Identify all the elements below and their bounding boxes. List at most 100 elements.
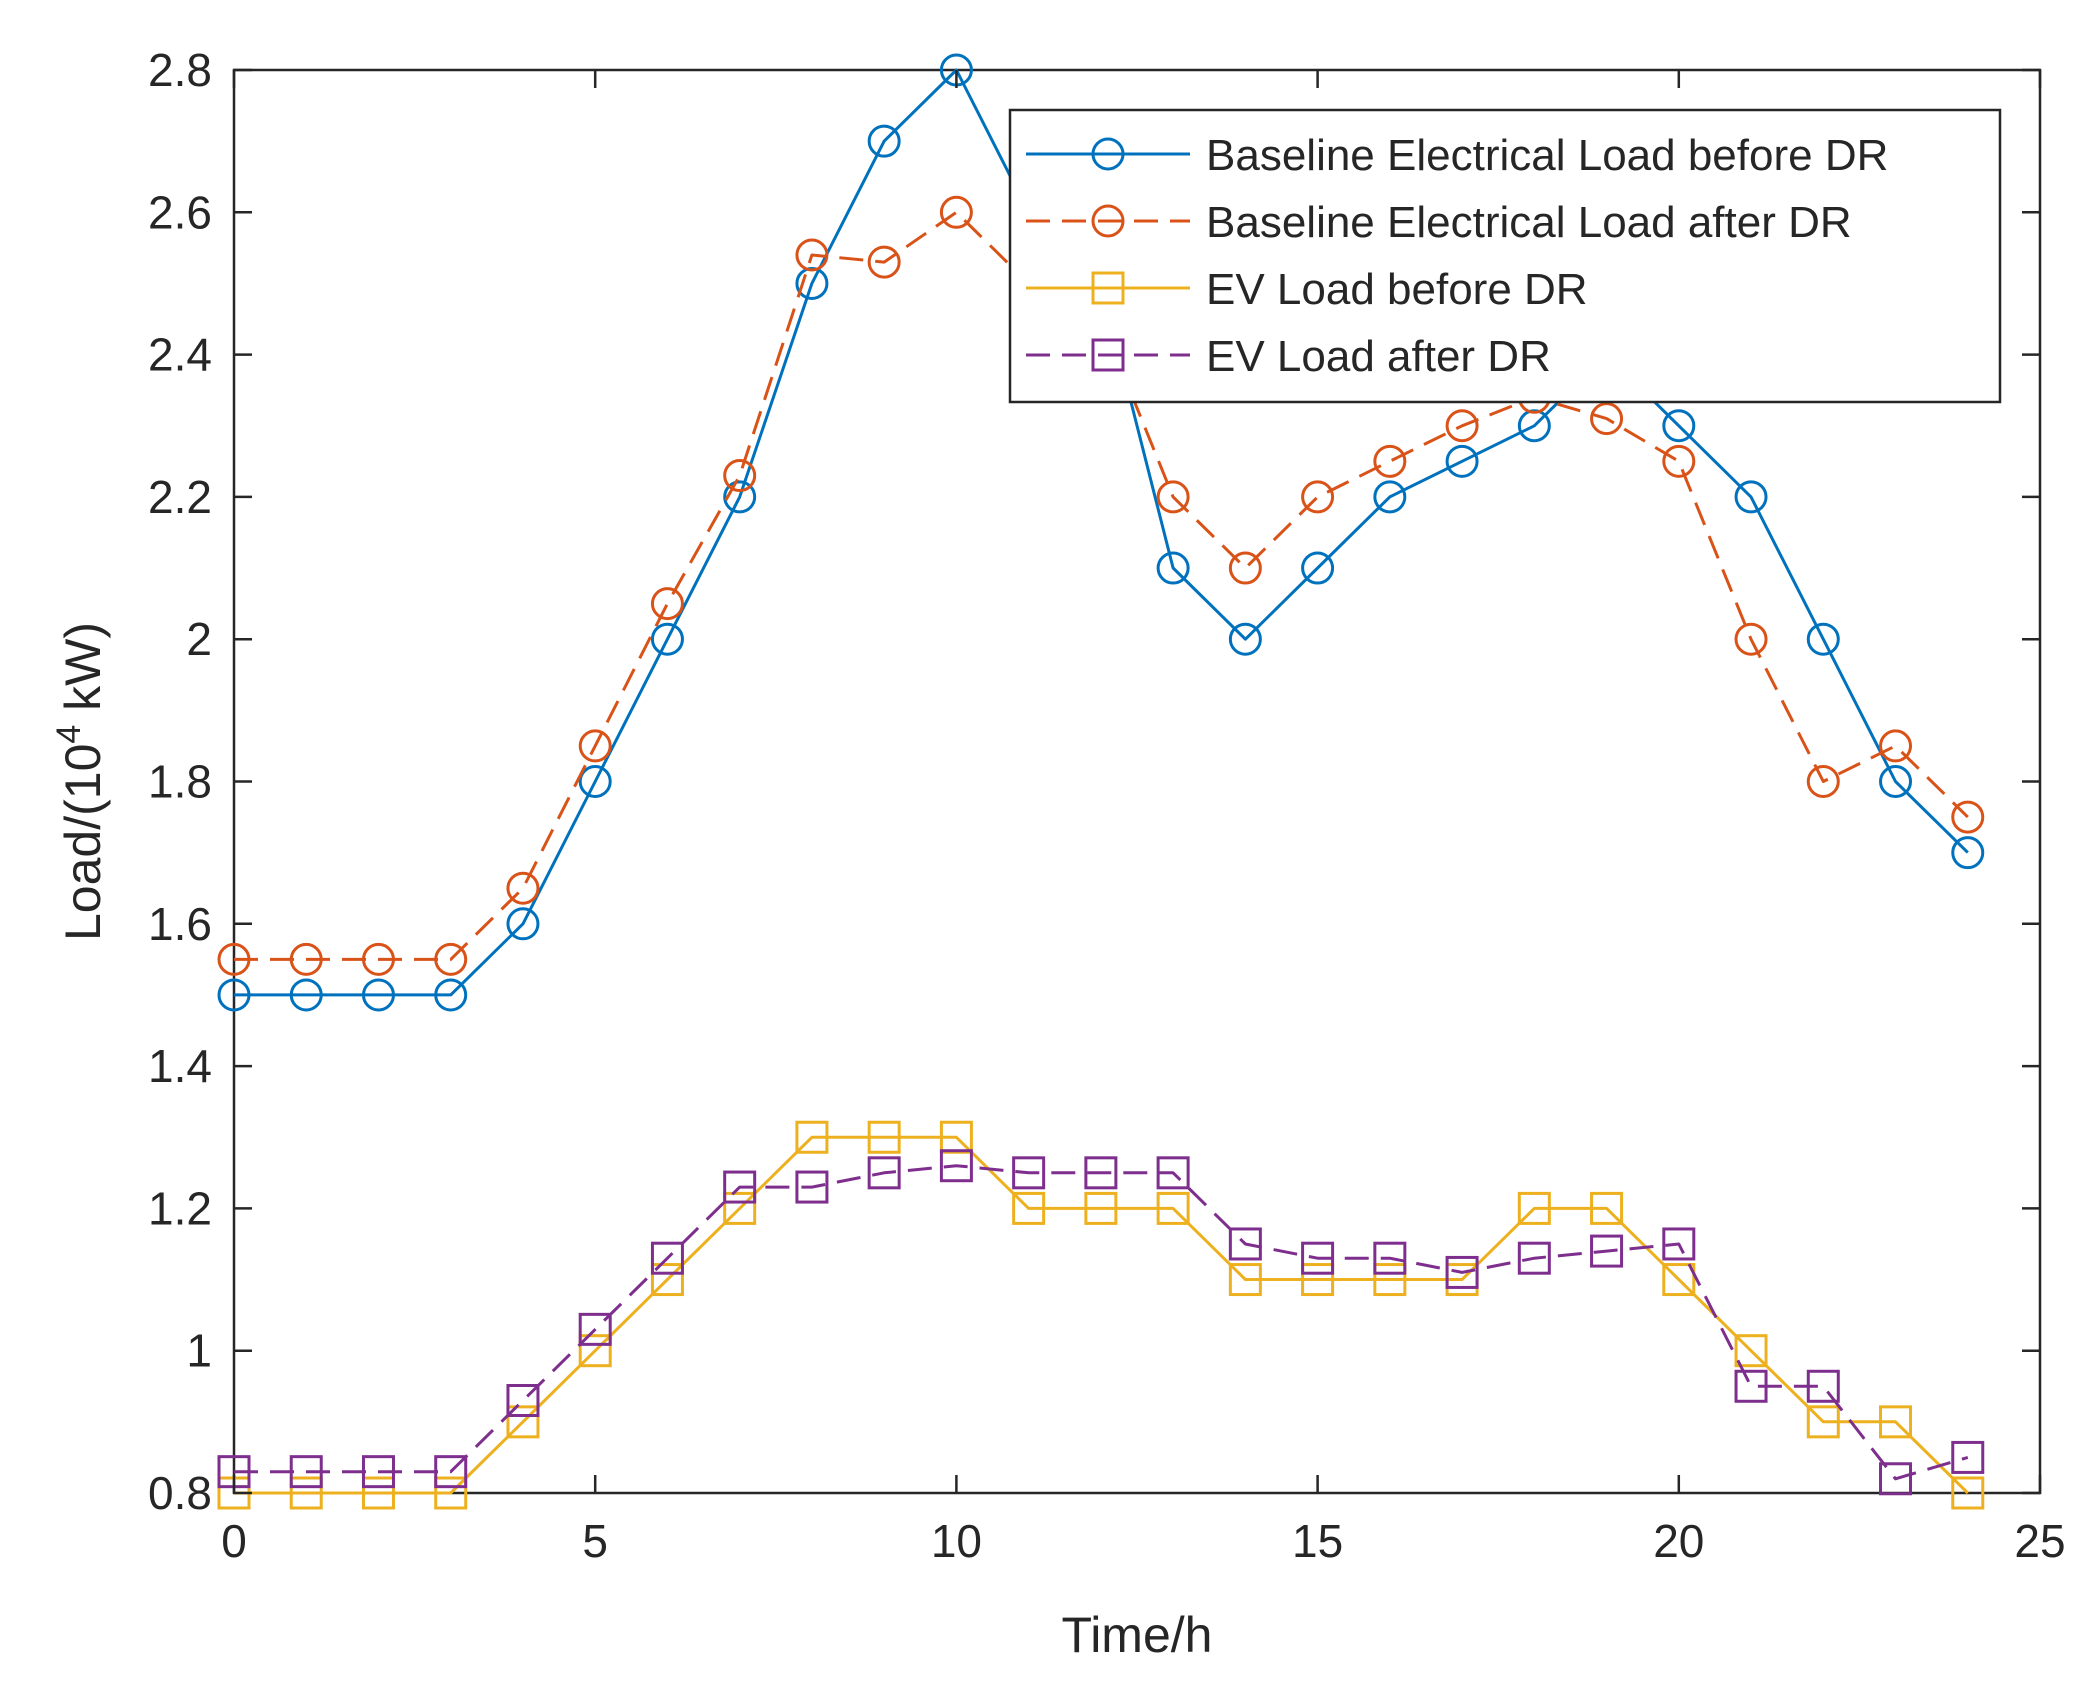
legend-label: Baseline Electrical Load after DR bbox=[1206, 198, 1852, 247]
data-point bbox=[506, 1384, 540, 1418]
y-tick-label: 2.2 bbox=[148, 471, 212, 523]
data-point bbox=[1301, 1241, 1335, 1275]
legend-item: Baseline Electrical Load after DR bbox=[1026, 198, 1852, 247]
data-point bbox=[1517, 1241, 1551, 1275]
data-point bbox=[1517, 1191, 1551, 1225]
data-point bbox=[1517, 409, 1551, 443]
data-point bbox=[1806, 1369, 1840, 1403]
data-point bbox=[867, 1156, 901, 1190]
data-point bbox=[1590, 1234, 1624, 1268]
data-point bbox=[1301, 551, 1335, 585]
y-tick-label: 1.2 bbox=[148, 1182, 212, 1234]
legend-label: Baseline Electrical Load before DR bbox=[1206, 131, 1888, 180]
data-point bbox=[1228, 622, 1262, 656]
data-point bbox=[1806, 765, 1840, 798]
y-tick-label: 2.8 bbox=[148, 44, 212, 96]
y-tick-label: 2.4 bbox=[148, 329, 212, 381]
data-point bbox=[1373, 1263, 1407, 1297]
series-line bbox=[234, 1164, 1969, 1481]
data-point bbox=[795, 1170, 829, 1204]
data-point bbox=[361, 942, 395, 976]
y-tick-label: 2 bbox=[186, 613, 212, 665]
data-point bbox=[1156, 1156, 1190, 1190]
y-tick-label: 1.6 bbox=[148, 898, 212, 950]
data-point bbox=[1373, 480, 1407, 514]
data-point bbox=[1373, 444, 1407, 478]
data-point bbox=[1879, 765, 1913, 798]
data-point bbox=[1806, 1405, 1840, 1439]
data-point bbox=[1156, 551, 1190, 585]
data-point bbox=[506, 1405, 540, 1439]
data-point bbox=[1806, 622, 1840, 656]
legend-marker bbox=[1091, 204, 1125, 238]
data-point bbox=[1228, 551, 1262, 585]
data-point bbox=[1084, 1156, 1118, 1190]
x-tick-label: 15 bbox=[1292, 1515, 1343, 1567]
y-tick-label: 2.6 bbox=[148, 186, 212, 238]
data-point bbox=[1445, 1255, 1479, 1289]
x-tick-label: 10 bbox=[931, 1515, 982, 1567]
data-point bbox=[289, 942, 323, 976]
legend-marker bbox=[1091, 137, 1125, 171]
data-point bbox=[1445, 409, 1479, 443]
data-point bbox=[867, 124, 901, 158]
data-point bbox=[506, 871, 540, 905]
data-point bbox=[723, 1191, 757, 1225]
data-point bbox=[867, 1120, 901, 1154]
y-axis-title: Load/(104 kW) bbox=[50, 622, 111, 941]
data-point bbox=[1879, 1462, 1913, 1496]
data-point bbox=[795, 266, 829, 300]
data-point bbox=[1012, 1191, 1046, 1225]
x-axis-title: Time/h bbox=[1062, 1607, 1213, 1663]
data-point bbox=[578, 729, 612, 763]
data-point bbox=[723, 1170, 757, 1204]
data-point bbox=[1951, 1440, 1985, 1474]
data-point bbox=[1373, 1241, 1407, 1275]
data-point bbox=[434, 1455, 468, 1489]
y-axis-title-superscript: 4 bbox=[50, 725, 88, 744]
data-point bbox=[939, 1120, 973, 1154]
series-line bbox=[234, 1135, 1969, 1495]
x-tick-label: 20 bbox=[1653, 1515, 1704, 1567]
legend-item: EV Load after DR bbox=[1026, 332, 1551, 381]
data-point bbox=[723, 480, 757, 514]
data-point bbox=[1879, 729, 1913, 763]
data-point bbox=[434, 1476, 468, 1510]
data-point bbox=[1301, 480, 1335, 514]
x-tick-label: 5 bbox=[582, 1515, 608, 1567]
data-point bbox=[1662, 1263, 1696, 1297]
data-point bbox=[578, 765, 612, 798]
x-tick-label: 0 bbox=[221, 1515, 247, 1567]
ticks-layer: 0 5 10 15 20 25 0.8 1 1.2 1.4 1.6 1.8 2 2.2 2.4 2.6 2.8 bbox=[148, 44, 2066, 1567]
legend: Baseline Electrical Load before DR Baseli… bbox=[1008, 108, 2002, 404]
y-axis-title-suffix: kW) bbox=[55, 622, 111, 725]
data-point bbox=[1156, 480, 1190, 514]
data-point bbox=[1445, 444, 1479, 478]
legend-marker bbox=[1091, 338, 1125, 372]
data-point bbox=[1734, 480, 1768, 514]
data-point bbox=[289, 978, 323, 1012]
data-point bbox=[1734, 1369, 1768, 1403]
data-point bbox=[217, 978, 251, 1012]
series-2 bbox=[217, 195, 1985, 976]
data-point bbox=[1590, 402, 1624, 436]
data-point bbox=[434, 942, 468, 976]
data-point bbox=[1951, 1476, 1985, 1510]
series-4 bbox=[217, 1149, 1985, 1496]
legend-box bbox=[1008, 108, 2002, 404]
data-point bbox=[1734, 1334, 1768, 1368]
data-point bbox=[939, 195, 973, 229]
data-point bbox=[361, 978, 395, 1012]
data-point bbox=[578, 1334, 612, 1368]
data-point bbox=[1156, 1191, 1190, 1225]
y-tick-label: 1 bbox=[186, 1325, 212, 1377]
data-point bbox=[650, 1263, 684, 1297]
x-tick-label: 25 bbox=[2014, 1515, 2065, 1567]
data-point bbox=[578, 1312, 612, 1346]
data-point bbox=[795, 1120, 829, 1154]
data-point bbox=[434, 978, 468, 1012]
data-point bbox=[650, 587, 684, 621]
data-point bbox=[795, 238, 829, 272]
data-point bbox=[723, 459, 757, 493]
legend-item: Baseline Electrical Load before DR bbox=[1026, 131, 1888, 180]
